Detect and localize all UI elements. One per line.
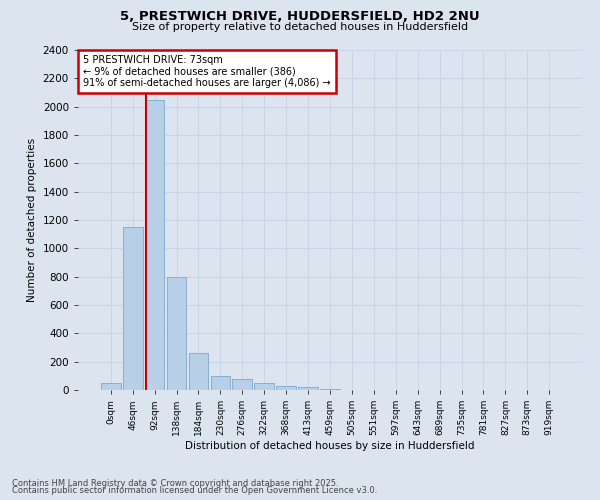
Text: 5 PRESTWICH DRIVE: 73sqm
← 9% of detached houses are smaller (386)
91% of semi-d: 5 PRESTWICH DRIVE: 73sqm ← 9% of detache…	[83, 55, 331, 88]
Bar	[276, 386, 296, 390]
Y-axis label: Number of detached properties: Number of detached properties	[27, 138, 37, 302]
X-axis label: Distribution of detached houses by size in Huddersfield: Distribution of detached houses by size …	[185, 441, 475, 451]
Bar	[232, 380, 252, 390]
Bar	[320, 388, 340, 390]
Bar	[211, 376, 230, 390]
Bar	[167, 276, 187, 390]
Bar	[145, 100, 164, 390]
Bar	[188, 353, 208, 390]
Text: 5, PRESTWICH DRIVE, HUDDERSFIELD, HD2 2NU: 5, PRESTWICH DRIVE, HUDDERSFIELD, HD2 2N…	[120, 10, 480, 23]
Bar	[101, 383, 121, 390]
Text: Size of property relative to detached houses in Huddersfield: Size of property relative to detached ho…	[132, 22, 468, 32]
Bar	[123, 227, 143, 390]
Bar	[254, 383, 274, 390]
Bar	[298, 387, 318, 390]
Text: Contains public sector information licensed under the Open Government Licence v3: Contains public sector information licen…	[12, 486, 377, 495]
Text: Contains HM Land Registry data © Crown copyright and database right 2025.: Contains HM Land Registry data © Crown c…	[12, 478, 338, 488]
